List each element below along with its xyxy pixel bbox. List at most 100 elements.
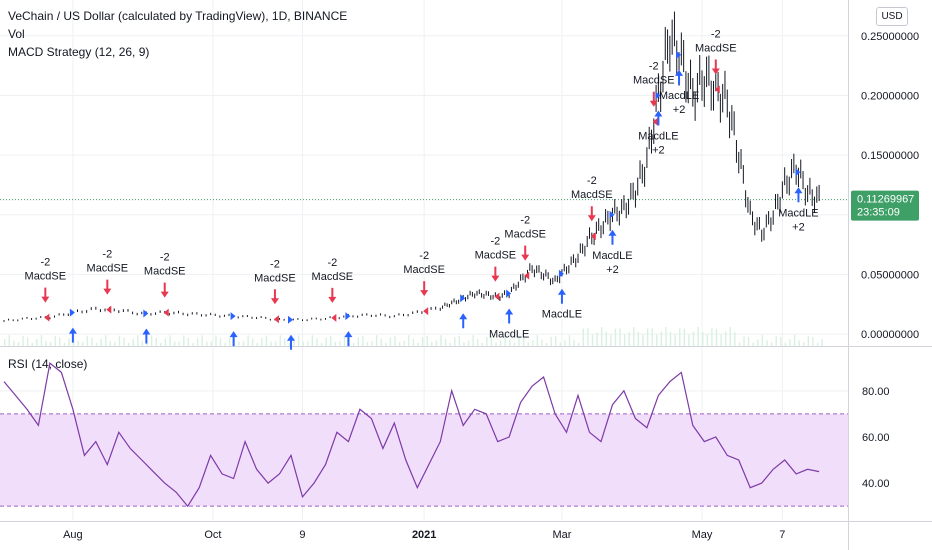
long-arrow-head: [68, 327, 77, 334]
volume-bar: [91, 337, 93, 346]
volume-bar: [224, 342, 226, 346]
time-axis-ticks[interactable]: Aug Oct 9 2021 Mar May 7: [63, 529, 785, 541]
volume-bar: [380, 338, 382, 346]
volume-bar: [688, 334, 690, 346]
volume-bar: [178, 341, 180, 346]
volume-bar: [389, 337, 392, 346]
volume-bar: [568, 335, 571, 346]
short-entry-marker: [106, 305, 112, 314]
volume-bar: [509, 339, 511, 346]
rsi-series: [3, 361, 820, 508]
volume-bar: [821, 339, 823, 346]
long-arrow-head: [287, 334, 296, 341]
volume-bar: [633, 327, 635, 346]
price-tick-label: 0.15000000: [861, 150, 919, 162]
volume-bar: [660, 331, 663, 346]
volume-bar: [775, 336, 777, 346]
currency-button[interactable]: USD: [876, 7, 908, 26]
volume-bar: [132, 338, 134, 346]
volume-bar: [803, 342, 805, 346]
volume-bar: [270, 341, 272, 346]
volume-bar: [472, 335, 474, 346]
volume-bar: [789, 339, 791, 346]
volume-bar: [40, 335, 43, 346]
volume-bar: [578, 342, 580, 346]
short-entry-marker: [331, 313, 337, 322]
long-signal-label: MacdLE: [542, 309, 582, 321]
volume-bar: [522, 336, 525, 346]
short-signal-label: MacdSE: [403, 264, 445, 276]
volume-bar: [426, 335, 428, 346]
symbol-title[interactable]: VeChain / US Dollar (calculated by Tradi…: [8, 9, 348, 23]
last-price-badge: 0.11269967 23:35:09: [851, 190, 919, 221]
volume-bar: [160, 342, 162, 346]
volume-bar: [26, 337, 29, 346]
volume-bar: [679, 328, 681, 346]
long-entry-marker: [558, 269, 564, 278]
volume-bar: [210, 341, 213, 346]
short-qty-label: -2: [419, 250, 429, 262]
volume-bar: [353, 342, 355, 346]
long-qty-label: +2: [673, 104, 686, 116]
volume-bar: [555, 336, 557, 346]
rsi-label[interactable]: RSI (14, close): [8, 357, 88, 371]
volume-bar: [408, 335, 410, 346]
volume-bar: [105, 335, 107, 346]
volume-label[interactable]: Vol: [8, 27, 25, 41]
volume-bar: [784, 342, 787, 346]
volume-bar: [4, 339, 6, 346]
short-signal-label: MacdSE: [144, 266, 186, 278]
volume-bar: [316, 338, 318, 346]
time-tick-label: 7: [779, 529, 785, 541]
volume-bar: [702, 332, 704, 346]
short-entry-marker: [494, 292, 500, 301]
volume-bar: [394, 335, 396, 346]
short-arrow-head: [491, 275, 500, 282]
volume-bar: [155, 337, 157, 346]
price-tick-label: 0.05000000: [861, 269, 919, 281]
volume-bar: [192, 342, 194, 346]
volume-bar: [495, 342, 497, 346]
volume-bar: [334, 341, 337, 346]
volume-bar: [536, 335, 539, 346]
volume-bar: [311, 335, 314, 346]
price-axis-ticks[interactable]: 0.250000000.200000000.150000000.10000000…: [861, 31, 919, 341]
volume-bar: [545, 342, 548, 346]
volume-bar: [173, 341, 176, 346]
volume-bar: [357, 337, 359, 346]
long-entry-marker: [69, 308, 75, 317]
strategy-label[interactable]: MACD Strategy (12, 26, 9): [8, 45, 150, 59]
volume-bar: [183, 335, 185, 346]
volume-bar: [362, 335, 364, 346]
rsi-axis-ticks[interactable]: 80.00 60.00 40.00: [862, 386, 890, 490]
long-signal-label: MacdLE: [489, 329, 529, 341]
volume-bar: [481, 342, 483, 346]
long-entry-marker: [655, 91, 661, 100]
long-arrow-head: [142, 328, 151, 335]
volume-bar: [261, 337, 263, 346]
volume-bar: [169, 335, 171, 346]
volume-bar: [187, 337, 190, 346]
rsi-line: [3, 361, 820, 508]
volume-bar: [665, 327, 667, 346]
volume-bar: [651, 328, 653, 346]
volume-bar: [798, 340, 800, 346]
long-entry-marker: [795, 168, 801, 177]
volume-bar: [196, 338, 199, 346]
strategy-signals: -2 MacdSE -2 MacdSE -2 MacdSE -2 MacdSE -2 MacdSE…: [25, 28, 819, 350]
volume-bar: [550, 336, 552, 346]
volume-bar: [251, 338, 254, 346]
short-signal-label: MacdSE: [695, 42, 737, 54]
price-tick-label: 0.25000000: [861, 31, 919, 43]
volume-bar: [164, 338, 167, 346]
volume-bar: [591, 334, 594, 346]
volume-bar: [729, 327, 731, 346]
volume-bar: [476, 339, 479, 346]
short-signal-label: MacdSE: [475, 250, 517, 262]
volume-bar: [320, 342, 323, 346]
short-signal-label: MacdSE: [571, 189, 613, 201]
short-qty-label: -2: [587, 175, 597, 187]
volume-bar: [215, 335, 217, 346]
volume-bar: [366, 341, 369, 346]
